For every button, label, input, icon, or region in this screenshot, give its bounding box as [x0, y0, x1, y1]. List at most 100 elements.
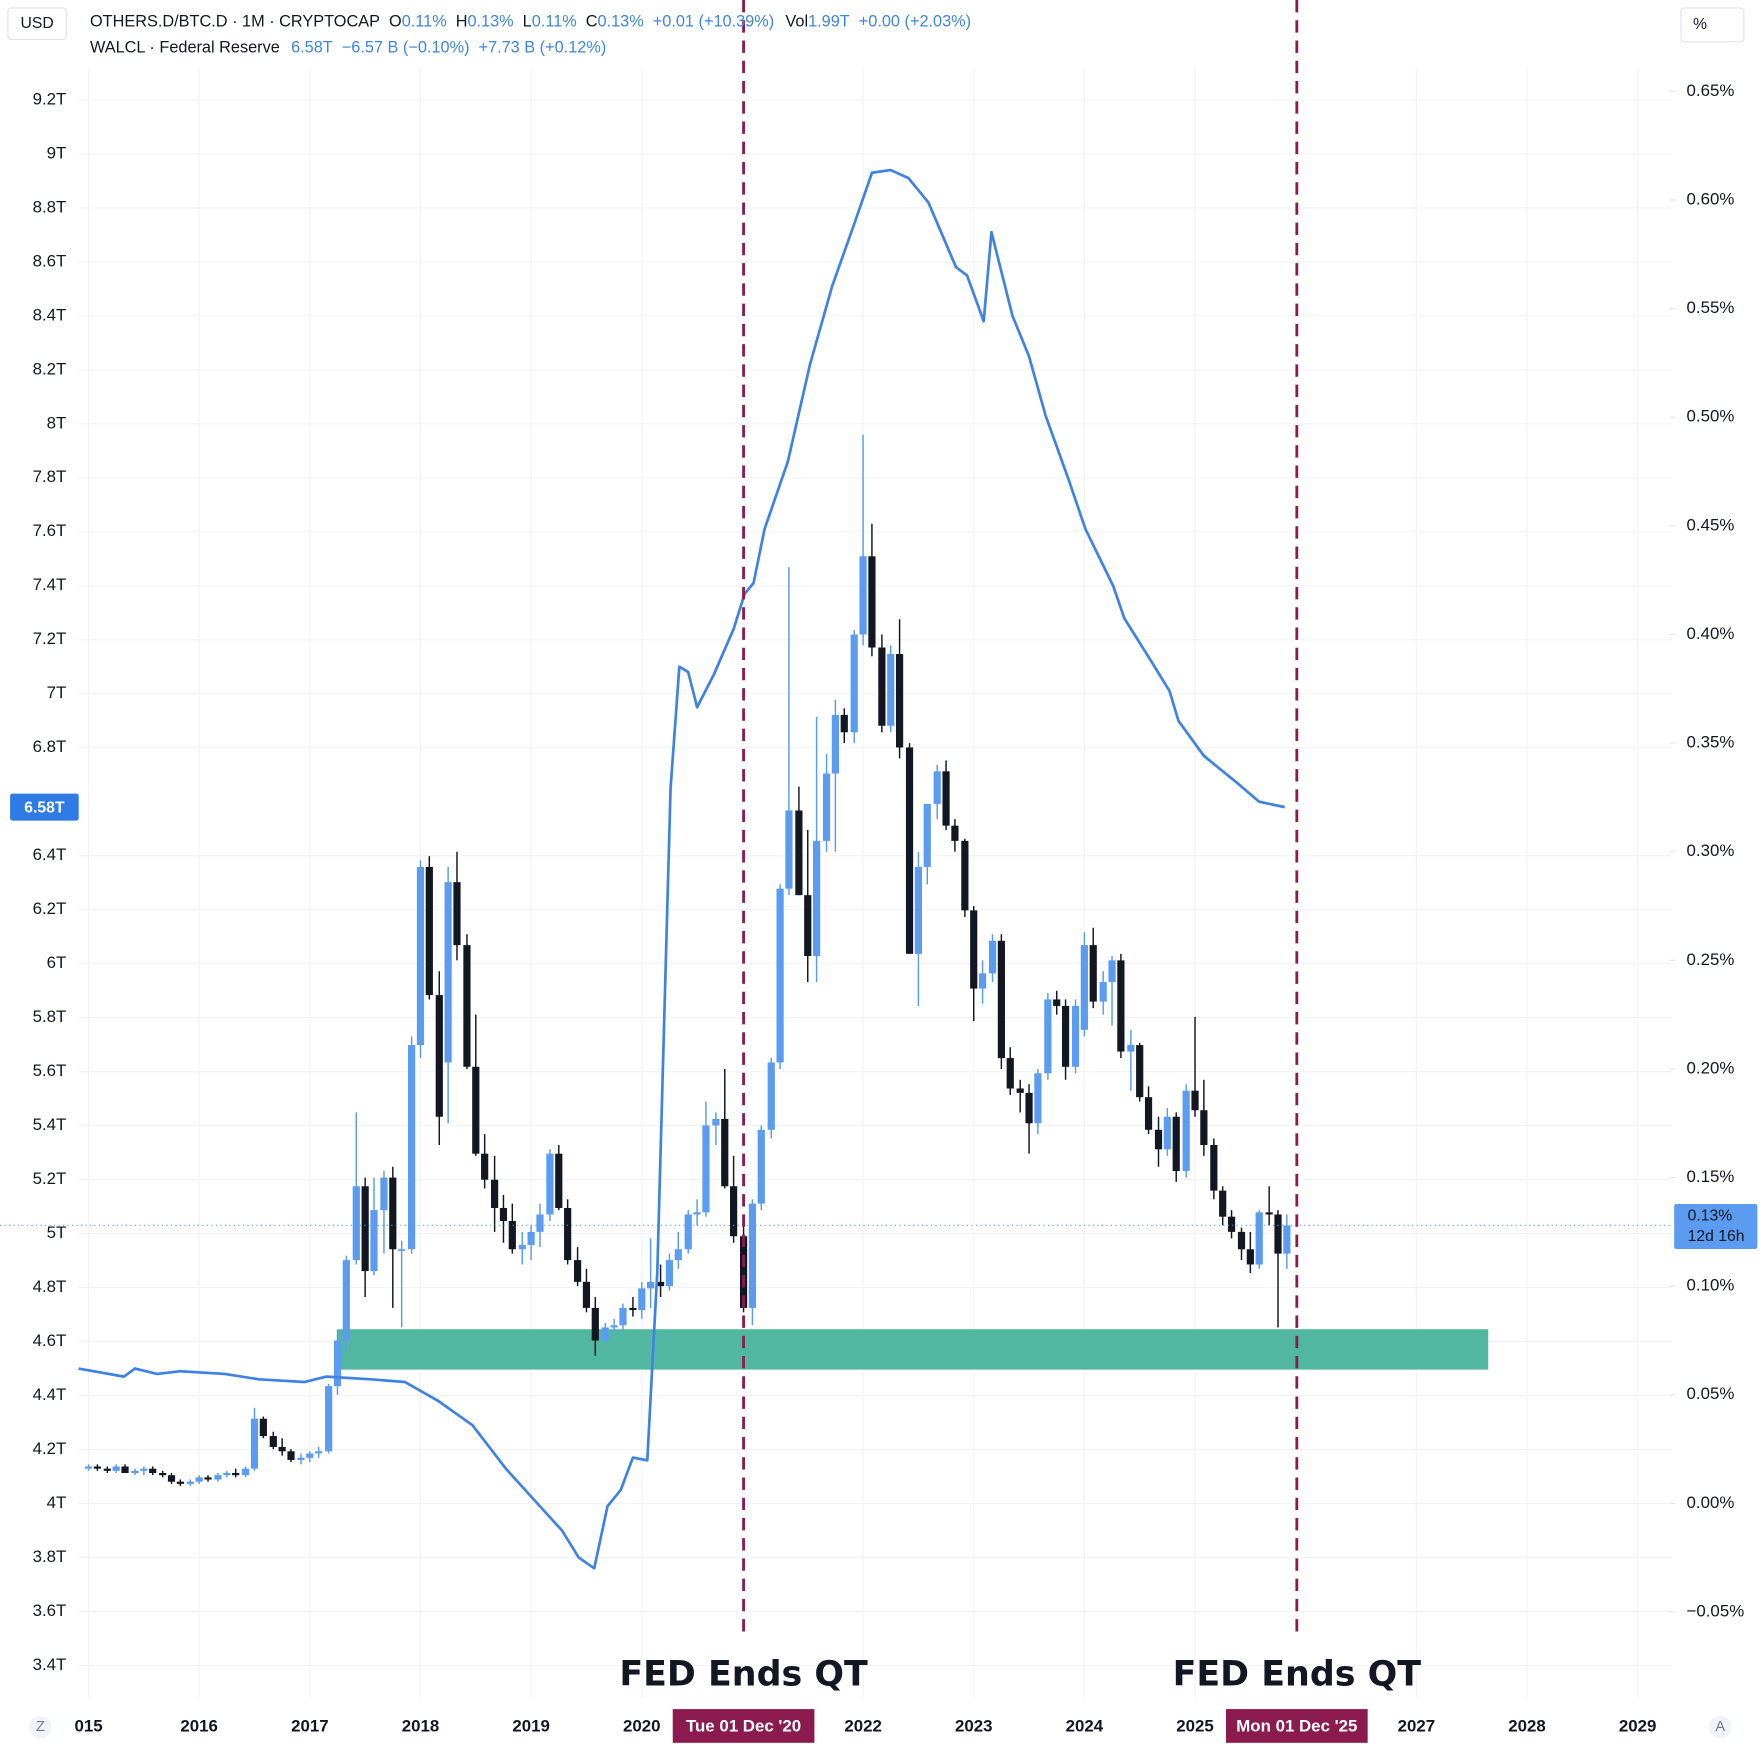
candle-body: [435, 995, 443, 1117]
x-tick-label: 015: [74, 1717, 102, 1736]
candle-body: [721, 1118, 729, 1187]
candle-body: [610, 1325, 618, 1328]
candle-body: [259, 1418, 267, 1437]
corner-button[interactable]: [1709, 1715, 1732, 1739]
candle-body: [1163, 1116, 1171, 1150]
line-badge-label: 6.58T: [24, 799, 65, 816]
candle-body: [297, 1457, 305, 1460]
candle-body: [242, 1468, 250, 1476]
unit-label[interactable]: USD: [20, 15, 53, 32]
marks: [78, 168, 1291, 1570]
candle-body: [1283, 1225, 1291, 1254]
candle-body: [389, 1177, 397, 1250]
candle-body: [1061, 1005, 1070, 1067]
candle-body: [1071, 1005, 1080, 1067]
candle-body: [629, 1307, 637, 1311]
candle-body: [878, 647, 886, 726]
candle-body: [895, 654, 904, 748]
price-badge: [1674, 1204, 1758, 1249]
candle-body: [214, 1475, 222, 1480]
y2-tick-label: 0.30%: [1687, 841, 1735, 860]
candle-body: [278, 1446, 286, 1452]
candle-body: [546, 1153, 554, 1215]
candle-body: [232, 1473, 240, 1476]
candle-body: [813, 840, 821, 956]
y2-tick-label: 0.45%: [1687, 515, 1735, 534]
candle-body: [499, 1207, 508, 1222]
candle-body: [140, 1468, 148, 1471]
x-tick-label: 2022: [844, 1717, 882, 1736]
y2-tick-label: 0.35%: [1687, 733, 1735, 752]
candle-body: [425, 866, 433, 996]
y-tick-label: 3.8T: [33, 1547, 67, 1566]
unit-button[interactable]: [1680, 7, 1745, 43]
candle-body: [693, 1212, 701, 1215]
y2-tick-label: 0.15%: [1687, 1167, 1735, 1186]
candle-body: [1265, 1212, 1273, 1215]
x-tick-label: 2019: [512, 1717, 550, 1736]
legend-value: 0.13%: [598, 13, 644, 31]
candle-body: [408, 1045, 416, 1250]
candle-body: [472, 1066, 480, 1154]
candle-body: [103, 1468, 111, 1471]
candle-body: [380, 1177, 388, 1211]
candle-body: [149, 1468, 157, 1474]
date-badge: [672, 1709, 815, 1743]
zone-layer: [337, 1329, 1489, 1370]
legend-line: OTHERS.D/BTC.D · 1M · CRYPTOCAP O0.11% H0.…: [90, 13, 971, 31]
legend-symbol: WALCL · Federal Reserve: [90, 39, 280, 57]
y-tick-label: 9.2T: [33, 89, 67, 108]
candle-body: [859, 556, 867, 635]
legend-value: 0.13%: [467, 13, 513, 31]
candle-body: [1016, 1088, 1024, 1093]
candle-body: [453, 882, 461, 946]
unit-label[interactable]: %: [1693, 16, 1707, 33]
candle-body: [739, 1236, 748, 1308]
candle-body: [831, 714, 840, 774]
event-annotation: FED Ends QT: [1173, 1654, 1422, 1694]
corner-label[interactable]: A: [1715, 1719, 1725, 1735]
y-tick-label: 4T: [47, 1493, 67, 1512]
candle-body: [444, 882, 452, 1063]
y-tick-label: 5.4T: [33, 1115, 67, 1134]
x-tick-label: 2016: [180, 1717, 218, 1736]
legend-value: 0.11%: [532, 13, 577, 31]
candle-body: [933, 771, 941, 804]
corner-label[interactable]: Z: [36, 1719, 45, 1735]
x-tick-label: 2025: [1176, 1717, 1214, 1736]
candle-body: [250, 1418, 259, 1469]
legend-value: 6.58T: [291, 39, 333, 57]
candle-body: [776, 888, 784, 1063]
candle-body: [398, 1249, 406, 1251]
support-zone: [337, 1329, 1489, 1370]
legend-value: +0.01 (+10.39%): [653, 13, 774, 31]
candle-body: [702, 1125, 710, 1213]
candle-body: [112, 1466, 120, 1471]
y2-tick-label: 0.25%: [1687, 950, 1735, 969]
candle-body: [1227, 1216, 1236, 1232]
candle-body: [1080, 945, 1088, 1030]
unit-button[interactable]: [7, 7, 67, 40]
y2-tick-label: 0.20%: [1687, 1058, 1735, 1077]
candle-body: [342, 1260, 350, 1341]
date-badge: [1225, 1709, 1368, 1743]
y-tick-label: 4.2T: [33, 1439, 67, 1458]
y2-tick-label: 0.65%: [1687, 81, 1735, 100]
candle-body: [1210, 1144, 1218, 1191]
candle-body: [1144, 1097, 1153, 1130]
price-badge-label: 0.13%: [1688, 1208, 1733, 1225]
corner-button[interactable]: [29, 1715, 52, 1739]
candle-body: [1154, 1129, 1163, 1150]
candle-body: [1200, 1110, 1208, 1145]
candle-body: [508, 1221, 516, 1250]
candle-body: [1274, 1214, 1282, 1254]
candle-body: [582, 1281, 591, 1308]
price-countdown: 12d 16h: [1688, 1228, 1745, 1245]
y2-tick-label: −0.05%: [1687, 1601, 1745, 1620]
candle-body: [131, 1470, 139, 1474]
candle-body: [325, 1386, 333, 1452]
candle-body: [942, 771, 950, 826]
date-badge-label: Mon 01 Dec '25: [1236, 1717, 1357, 1736]
y-tick-label: 8.8T: [33, 197, 67, 216]
y-tick-label: 3.4T: [33, 1655, 67, 1674]
